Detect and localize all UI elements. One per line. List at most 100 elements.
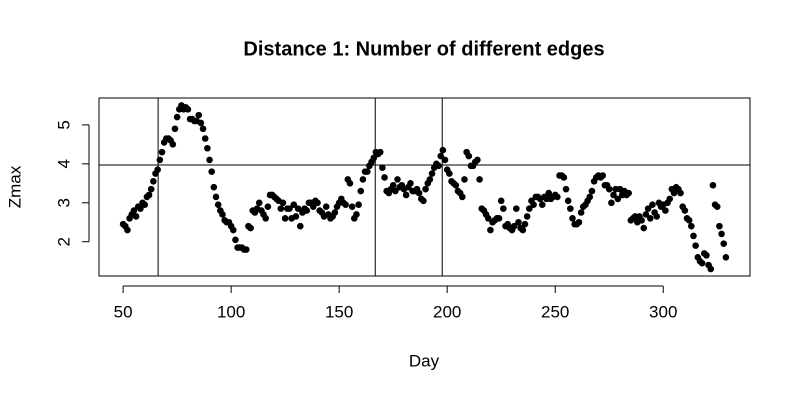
point bbox=[314, 199, 321, 207]
point bbox=[586, 193, 594, 201]
point bbox=[610, 191, 617, 199]
point bbox=[720, 240, 728, 247]
point bbox=[420, 197, 427, 205]
point bbox=[229, 226, 237, 234]
point bbox=[232, 236, 239, 244]
point bbox=[145, 191, 153, 199]
point bbox=[381, 174, 388, 181]
x-tick-label: 150 bbox=[325, 302, 353, 321]
point bbox=[707, 265, 715, 273]
point bbox=[513, 205, 520, 212]
point bbox=[487, 226, 494, 234]
point bbox=[353, 211, 360, 218]
point bbox=[530, 201, 537, 209]
point bbox=[124, 226, 131, 234]
point bbox=[716, 222, 723, 230]
point bbox=[173, 113, 181, 121]
point bbox=[554, 193, 561, 201]
point bbox=[452, 181, 460, 189]
point bbox=[264, 203, 272, 210]
point bbox=[262, 215, 270, 222]
point bbox=[242, 246, 250, 253]
point bbox=[515, 218, 522, 226]
point bbox=[141, 201, 149, 209]
point bbox=[394, 176, 401, 183]
point bbox=[201, 135, 209, 142]
point bbox=[500, 205, 507, 212]
point bbox=[703, 252, 710, 259]
point bbox=[638, 217, 645, 224]
y-tick-label: 4 bbox=[54, 159, 73, 168]
point bbox=[569, 215, 576, 222]
x-tick-label: 200 bbox=[433, 302, 461, 321]
point bbox=[322, 203, 330, 210]
point bbox=[426, 176, 434, 183]
point bbox=[644, 205, 652, 212]
point bbox=[281, 215, 289, 222]
point bbox=[461, 176, 468, 183]
point bbox=[199, 125, 207, 133]
point bbox=[614, 195, 622, 203]
point bbox=[376, 148, 384, 156]
y-axis-label: Zmax bbox=[5, 165, 24, 208]
y-tick-label: 2 bbox=[54, 237, 73, 246]
point bbox=[346, 179, 354, 187]
point bbox=[137, 205, 144, 212]
point bbox=[722, 254, 730, 261]
x-tick-label: 300 bbox=[649, 302, 677, 321]
point bbox=[567, 205, 574, 212]
point bbox=[662, 207, 669, 214]
point bbox=[523, 213, 531, 220]
point bbox=[363, 168, 371, 175]
point bbox=[286, 205, 293, 212]
point bbox=[690, 232, 697, 240]
point bbox=[446, 170, 453, 177]
point bbox=[560, 174, 568, 181]
point bbox=[653, 213, 661, 220]
point bbox=[685, 217, 693, 224]
point bbox=[279, 199, 287, 207]
point bbox=[519, 226, 527, 234]
point bbox=[575, 218, 583, 226]
point bbox=[294, 205, 302, 212]
point bbox=[303, 207, 311, 214]
point bbox=[389, 181, 397, 189]
point bbox=[649, 201, 656, 209]
point bbox=[692, 242, 699, 249]
y-tick-label: 5 bbox=[54, 120, 73, 129]
point bbox=[441, 156, 449, 164]
point bbox=[210, 183, 218, 191]
point bbox=[713, 203, 721, 210]
point bbox=[670, 189, 678, 197]
x-tick-label: 100 bbox=[217, 302, 245, 321]
point bbox=[415, 189, 423, 197]
point bbox=[681, 207, 689, 214]
point bbox=[476, 176, 483, 183]
point bbox=[147, 185, 155, 193]
point bbox=[402, 191, 410, 199]
point bbox=[158, 148, 166, 156]
point bbox=[709, 181, 717, 189]
point bbox=[437, 152, 445, 160]
point bbox=[497, 197, 505, 205]
point bbox=[484, 215, 492, 222]
point bbox=[525, 205, 533, 212]
point bbox=[290, 201, 298, 209]
point bbox=[564, 197, 572, 205]
point bbox=[642, 211, 650, 218]
point bbox=[255, 199, 263, 207]
point bbox=[219, 211, 226, 218]
point bbox=[718, 230, 725, 238]
point bbox=[348, 203, 356, 210]
point bbox=[435, 162, 442, 170]
point bbox=[495, 215, 503, 222]
plot-box bbox=[98, 97, 751, 277]
point bbox=[474, 156, 481, 164]
x-tick-label: 50 bbox=[114, 302, 133, 321]
point bbox=[666, 195, 674, 203]
point bbox=[130, 207, 138, 214]
point bbox=[296, 222, 304, 230]
point bbox=[439, 146, 447, 154]
point bbox=[538, 201, 546, 209]
point bbox=[195, 111, 203, 119]
